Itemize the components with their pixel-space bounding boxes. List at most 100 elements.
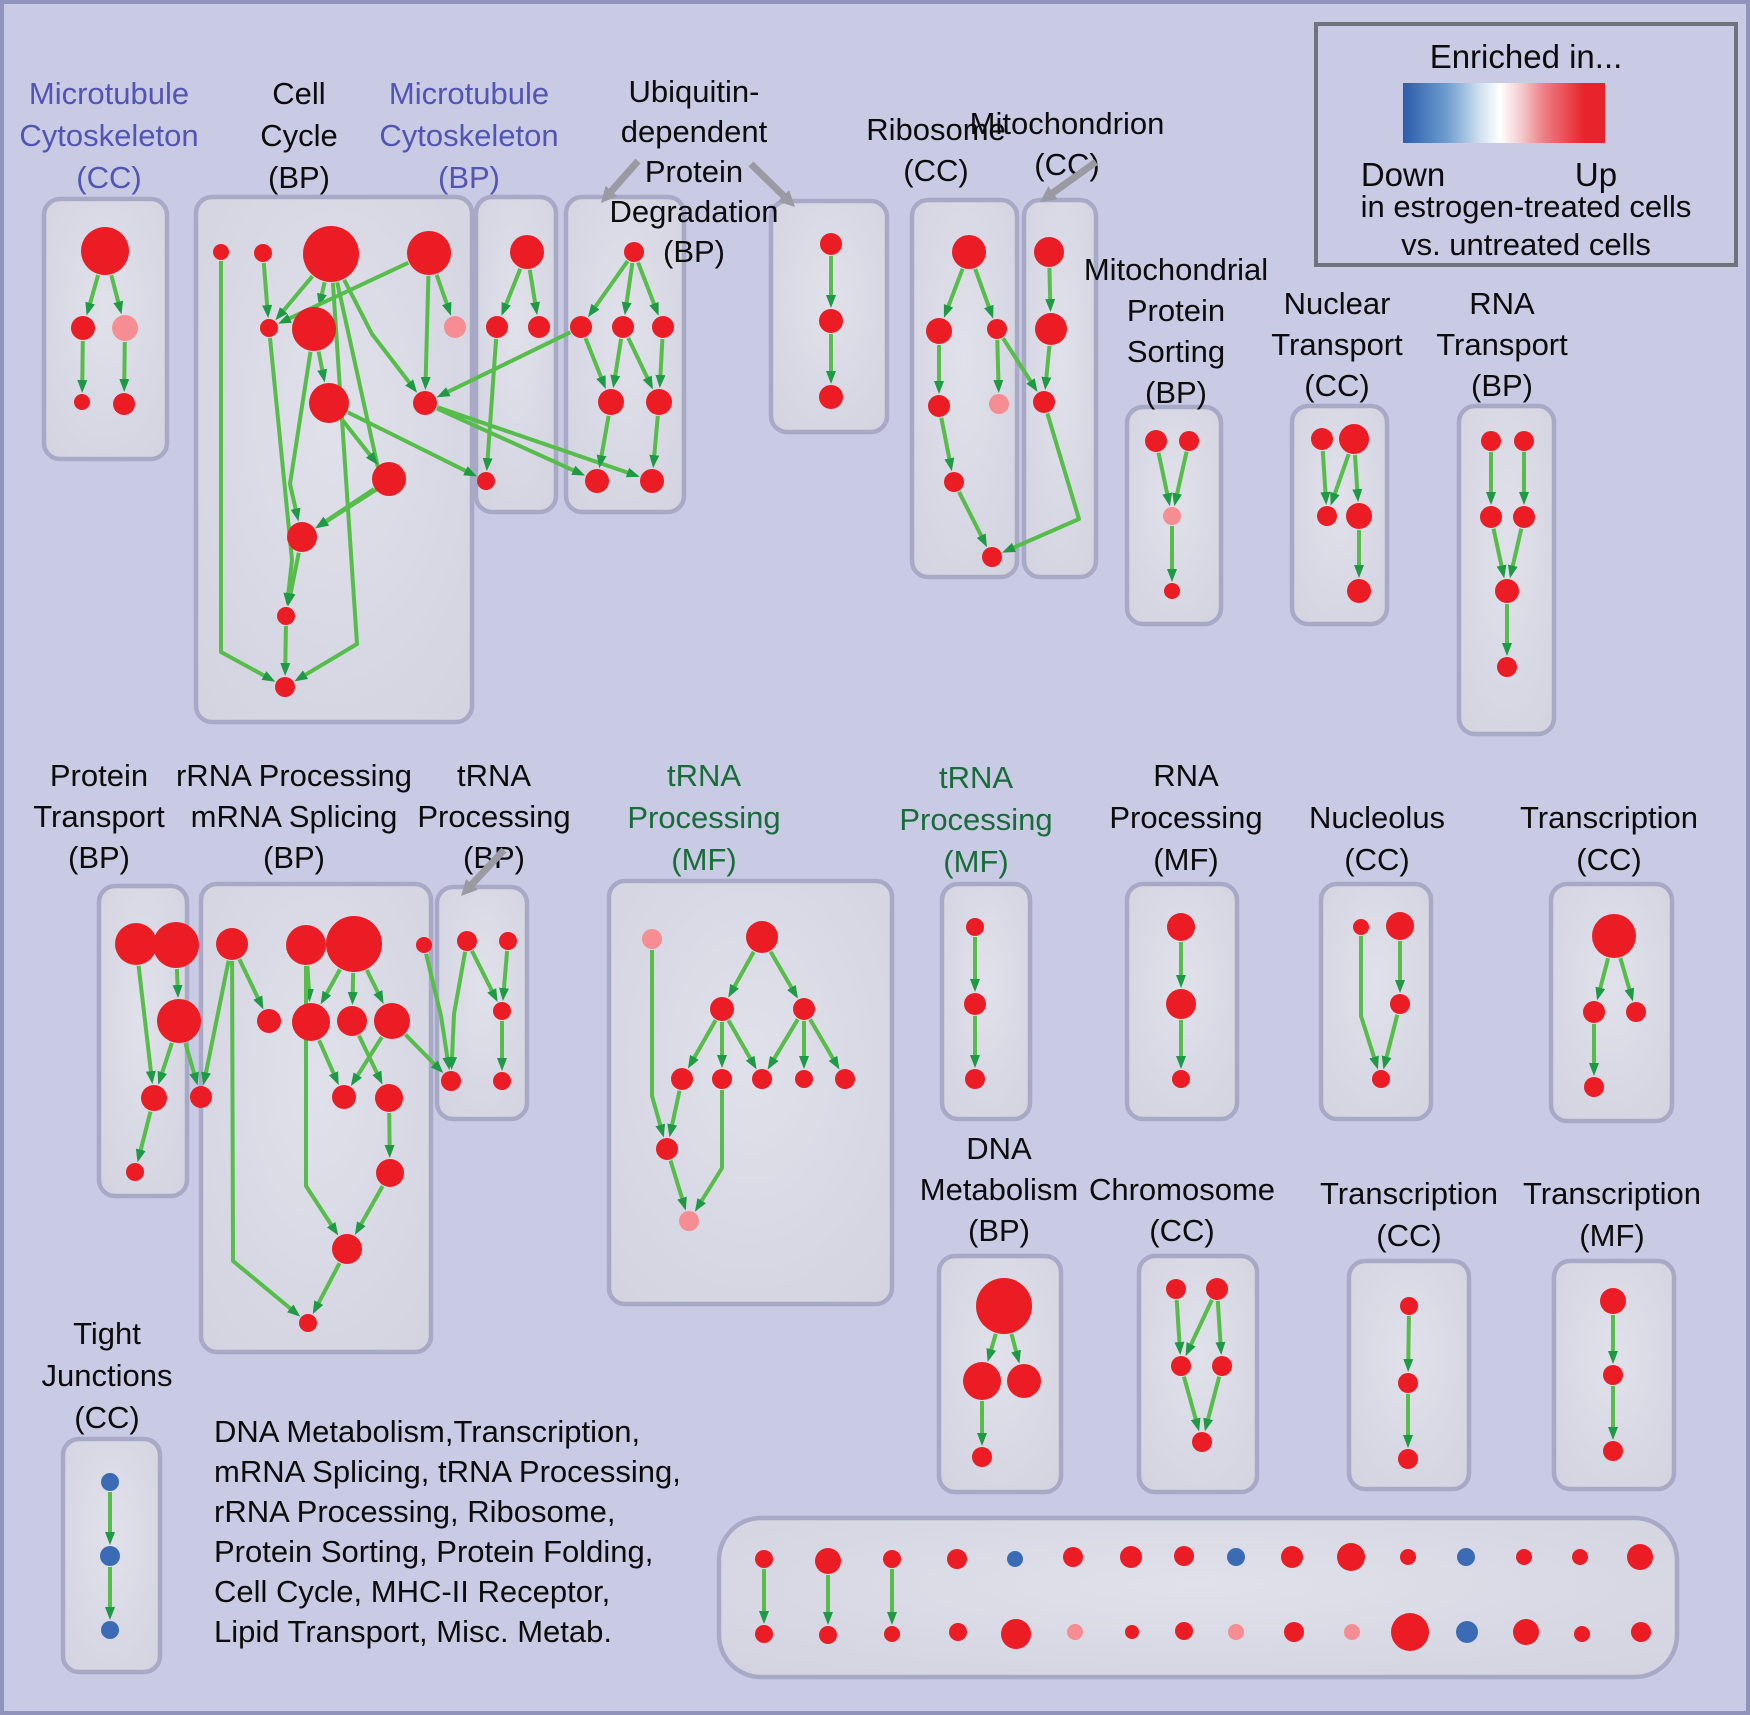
legend-subtitle-line2: vs. untreated cells [1401, 227, 1651, 262]
gene-set-node-p1 [1145, 430, 1167, 452]
edge-s3-s5 [1491, 528, 1507, 579]
cluster-label: Chromosome (CC) [1089, 1172, 1275, 1248]
gene-set-node-n4 [407, 231, 451, 275]
edge-n3-n5 [275, 274, 314, 321]
gene-set-node-i5 [1192, 1432, 1212, 1452]
network-canvas: Microtubule Cytoskeleton (CC) Cell Cycle (BP)… [19, 74, 1701, 1680]
gene-set-node-e2 [1166, 989, 1196, 1019]
edge-a1-a3 [109, 274, 124, 315]
edge-m2-m3 [1041, 345, 1052, 391]
gene-set-node-h1 [976, 1278, 1032, 1334]
gene-set-node-r5 [989, 394, 1009, 414]
gene-set-node-n1 [213, 244, 229, 260]
gene-set-node-n2 [254, 244, 272, 262]
edge-y10-y11 [668, 1159, 687, 1211]
cluster-label: tRNA Processing (MF) [627, 758, 780, 877]
gene-set-node-k1 [1600, 1288, 1626, 1314]
gene-set-node-c7t [1120, 1546, 1142, 1568]
edge-y6-y11 [694, 1090, 724, 1212]
edge-y2-y4 [768, 950, 798, 999]
cluster-label: RNA Transport (BP) [1436, 286, 1568, 403]
gene-set-node-t5 [126, 1163, 144, 1181]
gene-set-node-c4t [947, 1549, 967, 1569]
gene-set-node-b3 [528, 316, 550, 338]
gene-set-node-f3 [1390, 994, 1410, 1014]
misc-note-line: Cell Cycle, MHC-II Receptor, [214, 1574, 611, 1609]
gene-set-node-u3 [612, 316, 634, 338]
gene-set-node-c6t [1063, 1547, 1083, 1567]
gene-set-node-r1 [952, 235, 986, 269]
edge-b1-b3 [527, 269, 540, 316]
edge-r4-r6 [939, 417, 955, 472]
edge-y3-y5 [687, 1019, 718, 1069]
gene-set-node-l2 [100, 1546, 120, 1566]
edge-b2-b4 [482, 338, 499, 472]
gene-set-node-h4 [972, 1447, 992, 1467]
gene-set-node-j3 [1398, 1449, 1418, 1469]
edge-q2-q4 [1352, 454, 1363, 503]
gene-set-node-u6 [646, 389, 672, 415]
gene-set-node-q3 [1317, 506, 1337, 526]
cluster-label: Transcription (CC) [1520, 800, 1698, 877]
gene-set-node-y1 [642, 929, 662, 949]
pointer-arrow [748, 161, 796, 207]
edge-f3-f4 [1381, 1014, 1400, 1070]
gene-set-node-v2 [819, 309, 843, 333]
cluster-label: Tight Junctions (CC) [42, 1316, 173, 1435]
edge-w7-w10 [357, 1034, 383, 1085]
cluster-box-bottom [716, 1515, 1680, 1680]
gene-set-node-p3 [1163, 507, 1181, 525]
edge-h1-h2 [986, 1333, 998, 1362]
gene-set-node-x3 [493, 1002, 511, 1020]
gene-set-node-e1 [1167, 913, 1195, 941]
edge-w1-w5 [237, 958, 264, 1010]
edge-r3-m3 [1001, 337, 1038, 392]
gene-set-node-n10 [372, 462, 406, 496]
gene-set-node-w3 [326, 916, 382, 972]
edge-n10-n12 [315, 487, 376, 529]
edge-r1-r3 [973, 268, 994, 319]
edge-f1-f4 [1359, 936, 1379, 1070]
edge-p2-p3 [1172, 451, 1189, 507]
edge-r6-r7 [957, 490, 988, 548]
gene-set-node-t2 [153, 922, 199, 968]
gene-set-node-q1 [1311, 428, 1333, 450]
edge-n4-n7 [434, 274, 452, 316]
cluster-label: rRNA Processing mRNA Splicing (BP) [176, 758, 412, 875]
gene-set-node-c3t [883, 1550, 901, 1568]
edge-y4-y7 [767, 1018, 800, 1070]
gene-set-node-u8 [640, 469, 664, 493]
gene-set-node-c8t [1174, 1546, 1194, 1566]
gene-set-node-f2 [1386, 912, 1414, 940]
gene-set-node-a1 [81, 227, 129, 275]
gene-set-node-c16b [1631, 1622, 1651, 1642]
edge-i1-i3 [1174, 1299, 1185, 1355]
gene-set-node-n9 [413, 391, 437, 415]
gene-set-node-c8b [1175, 1622, 1193, 1640]
gene-set-node-c11b [1344, 1624, 1360, 1640]
misc-note-line: Lipid Transport, Misc. Metab. [214, 1614, 612, 1649]
gene-set-node-e3 [1172, 1070, 1190, 1088]
gene-set-node-z3 [965, 1069, 985, 1089]
edge-s4-s5 [1507, 528, 1524, 579]
gene-set-node-b4 [477, 472, 495, 490]
edge-w1-t6 [201, 960, 231, 1086]
gene-set-node-c1b [755, 1625, 773, 1643]
cluster-box-mtcc [41, 196, 170, 462]
gene-set-node-a3 [112, 315, 138, 341]
edge-g1-g3 [1618, 957, 1635, 1002]
gene-set-node-w12 [332, 1234, 362, 1264]
edge-t2-t3 [172, 968, 183, 998]
edge-n12-n13 [285, 552, 301, 607]
cluster-label: Nucleolus (CC) [1309, 800, 1445, 877]
edge-r1-r2 [943, 268, 965, 318]
edge-w11-w12 [354, 1185, 385, 1236]
gene-set-node-f4 [1372, 1070, 1390, 1088]
edge-n3-n9 [342, 278, 418, 393]
edge-y3-y7 [726, 1019, 757, 1070]
gene-set-node-w6 [292, 1003, 330, 1041]
gene-set-node-t6 [190, 1086, 212, 1108]
gene-set-node-t4 [141, 1085, 167, 1111]
cluster-label: Microtubule Cytoskeleton (CC) [19, 76, 198, 195]
gene-set-node-y11 [679, 1211, 699, 1231]
